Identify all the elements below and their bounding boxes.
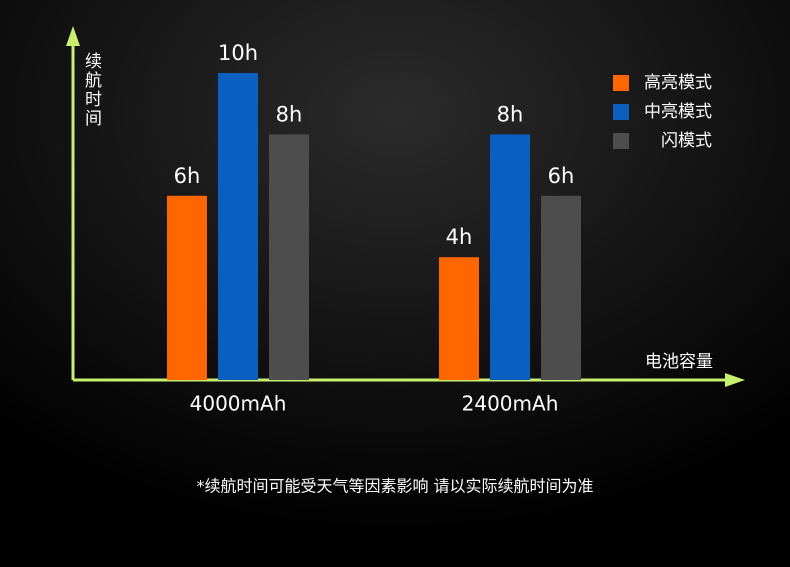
bar (167, 195, 207, 380)
x-axis-arrow (725, 373, 745, 387)
legend-label: 闪模式 (661, 131, 712, 151)
bar (439, 257, 479, 380)
bar (541, 195, 581, 380)
value-label: 8h (276, 102, 303, 126)
y-axis-label: 续航时间 (81, 52, 102, 128)
value-label: 4h (446, 225, 473, 249)
value-label: 8h (497, 102, 524, 126)
x-tick-label: 4000mAh (190, 392, 287, 416)
legend-label: 高亮模式 (644, 73, 712, 93)
y-axis-arrow (66, 26, 80, 46)
value-label: 6h (174, 164, 201, 188)
legend-label: 中亮模式 (644, 102, 712, 122)
legend-swatch (613, 75, 629, 91)
x-axis-label: 电池容量 (645, 352, 713, 372)
footnote: *续航时间可能受天气等因素影响 请以实际续航时间为准 (196, 477, 593, 496)
legend-swatch (613, 104, 629, 120)
bar (269, 134, 309, 380)
legend-swatch (613, 133, 629, 149)
bar (218, 73, 258, 380)
x-tick-label: 2400mAh (462, 392, 559, 416)
value-label: 10h (218, 41, 258, 65)
bar (490, 134, 530, 380)
value-label: 6h (548, 164, 575, 188)
